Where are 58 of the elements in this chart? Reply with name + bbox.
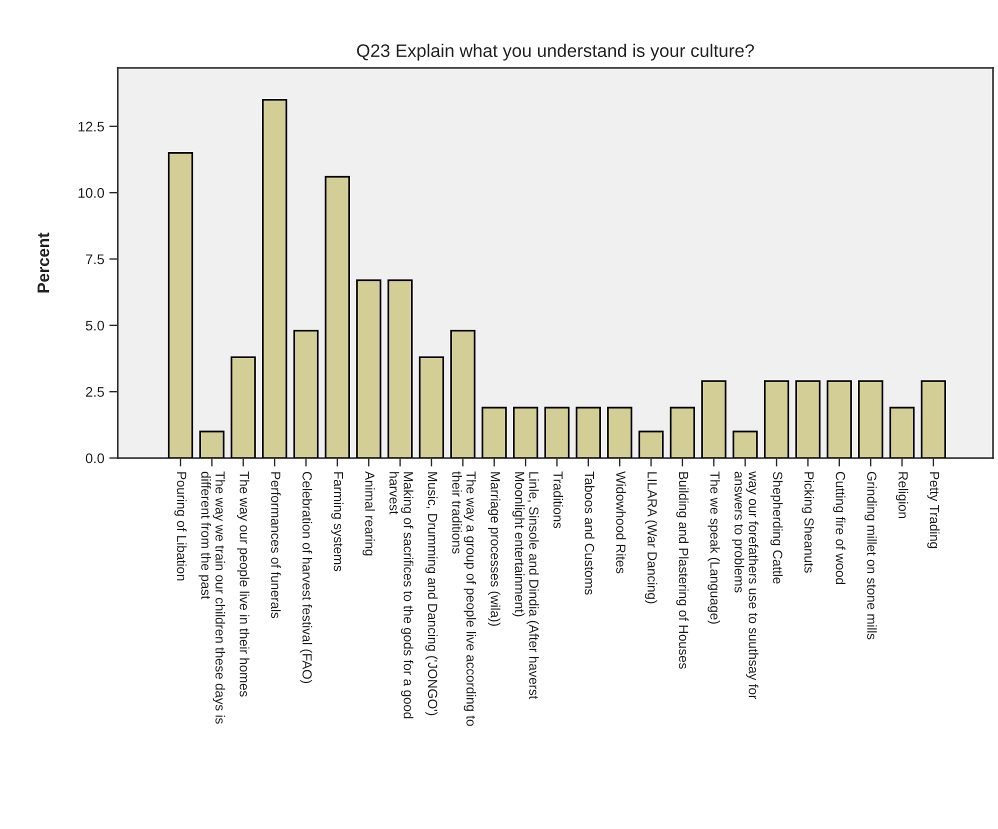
y-tick-label: 10.0 (78, 188, 104, 198)
x-tick-label: Cutting fire of wood (833, 472, 846, 584)
bar (920, 380, 946, 458)
y-tick-label: 12.5 (78, 122, 104, 132)
x-tick-label: Building and Plastering of Houses (676, 472, 689, 669)
y-tick-label: 0.0 (86, 453, 104, 464)
bar (732, 430, 758, 458)
x-tick-label: Shepherding Cattle (770, 472, 783, 584)
x-tick-label: Widowhood Rites (616, 471, 626, 574)
y-tick-label: 5.0 (86, 320, 104, 331)
bar (262, 98, 288, 458)
bar (889, 406, 915, 458)
bar (388, 279, 413, 458)
x-tick-label: Celebration of harvest festival (FAO) (300, 472, 312, 684)
x-tick-label: Petty Trading (927, 472, 940, 548)
bar (482, 406, 507, 458)
bar (418, 356, 444, 458)
bar (168, 152, 194, 458)
x-tick-label: Traditions (553, 472, 564, 528)
x-tick-label: Animal rearing (362, 471, 375, 556)
x-tick-label: Marriage processes (wila)) (488, 472, 500, 626)
bar (544, 406, 570, 458)
x-tick-label: Farming systems (331, 472, 344, 572)
x-tick-label: Making of sacrifices to the gods for a good harvest (389, 472, 414, 718)
bar (607, 406, 632, 458)
bar (701, 380, 726, 458)
y-axis-title: Percent (38, 232, 50, 292)
x-tick-label: Music, Drumming and Dancing ('JONGO') (425, 472, 438, 716)
bar (324, 176, 350, 458)
bar (512, 406, 538, 458)
bar (450, 330, 476, 458)
x-tick-label: The we speak (Language) (708, 472, 720, 624)
bar (199, 430, 224, 458)
bar (576, 406, 601, 458)
x-tick-label: The way a group of people live according to their traditions (452, 471, 476, 726)
bar (356, 279, 382, 458)
x-tick-label: Performances of funerals (271, 472, 281, 618)
x-tick-label: The way our people live in their homes (237, 472, 250, 697)
x-tick-label: Grinding millet on stone mills (864, 472, 877, 640)
chart-title: Q23 Explain what you understand is your culture? (357, 44, 754, 61)
x-tick-label: LILARA (War Dancing) (644, 472, 658, 604)
x-tick-label: way our forefathers use to suuthsay for answers to problems (732, 471, 758, 700)
bar (670, 406, 696, 458)
x-tick-label: Religion (896, 472, 908, 518)
x-tick-label: Taboos and Customs (584, 472, 594, 595)
bar (826, 380, 852, 458)
x-tick-label: Picking Sheanuts (802, 472, 814, 573)
bar (858, 380, 884, 458)
bar (764, 380, 790, 458)
bar (638, 430, 664, 458)
bar (795, 380, 821, 458)
x-tick-label: Linle, Sinsole and Dindia (After haverst Moonlight entertainment) (512, 472, 539, 700)
bar (293, 330, 319, 458)
bar (230, 356, 256, 458)
y-tick-label: 7.5 (86, 254, 104, 264)
x-tick-label: The way we train our children these days is different from the past (198, 472, 226, 724)
y-tick-label: 2.5 (86, 387, 104, 397)
x-tick-label: Pouring of Libation (174, 472, 187, 580)
